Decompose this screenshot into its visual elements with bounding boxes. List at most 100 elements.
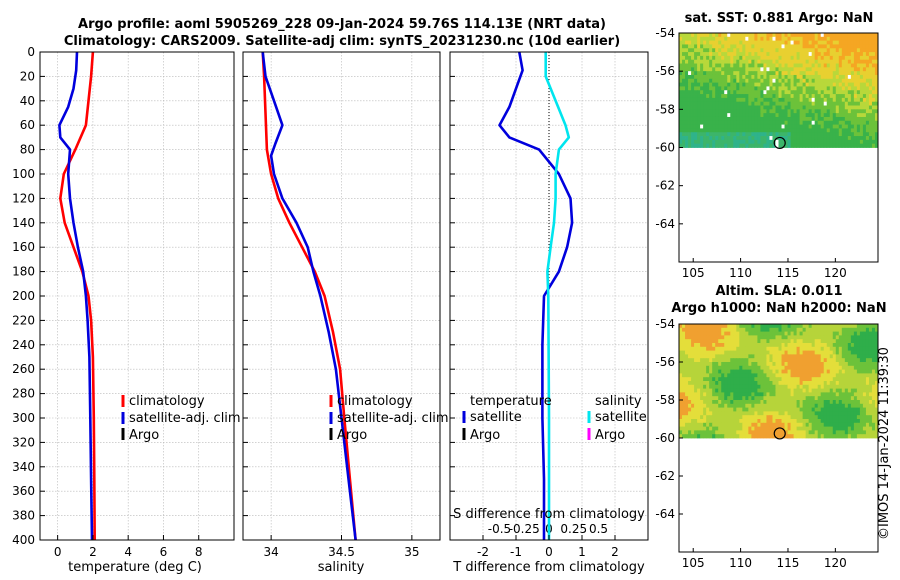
map-cell (829, 90, 834, 95)
map-cell (787, 350, 791, 355)
map-cell (751, 377, 755, 382)
map-cell (850, 55, 855, 61)
map-cell (748, 78, 752, 84)
map-cell (823, 365, 828, 370)
map-cell (841, 90, 846, 95)
map-cell (754, 136, 758, 141)
map-cell (796, 113, 801, 118)
map-cell (868, 381, 873, 386)
map-cell (739, 52, 743, 57)
map-cell (874, 136, 879, 141)
map-cell (712, 430, 716, 435)
map-cell (874, 415, 879, 420)
map-cell (772, 335, 776, 340)
map-cell (745, 381, 749, 386)
map-cell (724, 369, 728, 374)
map-cell (727, 71, 731, 76)
map-cell (817, 139, 822, 145)
map-cell (766, 365, 770, 370)
map-cell (769, 324, 773, 329)
map-cell (763, 426, 767, 431)
map-cell (832, 82, 837, 87)
map-cell (781, 415, 785, 420)
map-cell (835, 82, 840, 87)
map-cell (709, 63, 713, 68)
map-cell (757, 430, 761, 435)
map-cell (820, 94, 825, 99)
map-cell (727, 120, 731, 125)
map-cell (679, 78, 683, 84)
map-cell (682, 377, 686, 382)
map-cell (754, 90, 758, 95)
map-cell (760, 407, 764, 412)
map-cell (859, 403, 864, 408)
legend-title-salinity: salinity (595, 394, 642, 409)
map-cell (802, 90, 807, 95)
map-cell (775, 335, 779, 340)
map-cell (787, 339, 791, 344)
map-cell (808, 373, 813, 378)
map-cell (844, 369, 849, 374)
map-cell (829, 373, 834, 378)
map-cell (808, 388, 813, 393)
map-cell (697, 392, 701, 397)
map-cell (850, 78, 855, 84)
map-cell (808, 403, 813, 408)
map-cell (688, 63, 692, 68)
map-cell (727, 411, 731, 416)
map-cell (853, 124, 858, 129)
map-cell (748, 358, 752, 363)
map-cell (769, 407, 773, 412)
map-cell (679, 346, 683, 351)
map-cell (697, 94, 701, 99)
map-cell (814, 109, 819, 114)
map-cell (739, 90, 743, 95)
legend-label: Argo (595, 428, 625, 443)
map-cell (787, 105, 791, 110)
map-cell (823, 358, 828, 363)
legend-label: satellite-adj. clim (337, 411, 449, 426)
map-cell (748, 373, 752, 378)
map-cell (784, 343, 788, 348)
map-cell (724, 90, 728, 95)
series-satellite-adj-clim (58, 51, 94, 541)
map-cell (853, 67, 858, 72)
map-cell (802, 388, 807, 393)
map-cell (835, 411, 840, 416)
map-cell (760, 109, 764, 114)
map-cell (694, 113, 698, 118)
map-cell (751, 143, 755, 148)
map-cell (871, 48, 876, 53)
map-cell (811, 381, 816, 386)
map-cell (733, 392, 737, 397)
map-cell (721, 40, 725, 45)
map-cell (703, 377, 707, 382)
map-cell (754, 350, 758, 355)
map-cell (694, 36, 698, 42)
map-cell (826, 365, 831, 370)
map-cell (781, 403, 785, 408)
map-cell (820, 388, 825, 393)
map-cell (685, 384, 689, 389)
map-cell (829, 381, 834, 386)
map-cell (724, 105, 728, 110)
map-cell (718, 388, 722, 393)
map-cell (712, 63, 716, 68)
map-cell (682, 369, 686, 374)
map-cell (838, 71, 843, 76)
map-cell (790, 97, 794, 103)
map-cell (739, 97, 743, 103)
map-cell (739, 33, 743, 38)
map-cell (706, 327, 710, 332)
map-cell (736, 362, 740, 367)
map-cell (679, 63, 683, 68)
map-cell (841, 63, 846, 68)
map-cell (697, 40, 701, 45)
map-cell (709, 346, 713, 351)
map-cell (853, 136, 858, 141)
map-cell (805, 97, 810, 103)
map-cell (763, 74, 767, 80)
map-cell (742, 396, 746, 401)
map-cell (871, 90, 876, 95)
map-cell (748, 392, 752, 397)
